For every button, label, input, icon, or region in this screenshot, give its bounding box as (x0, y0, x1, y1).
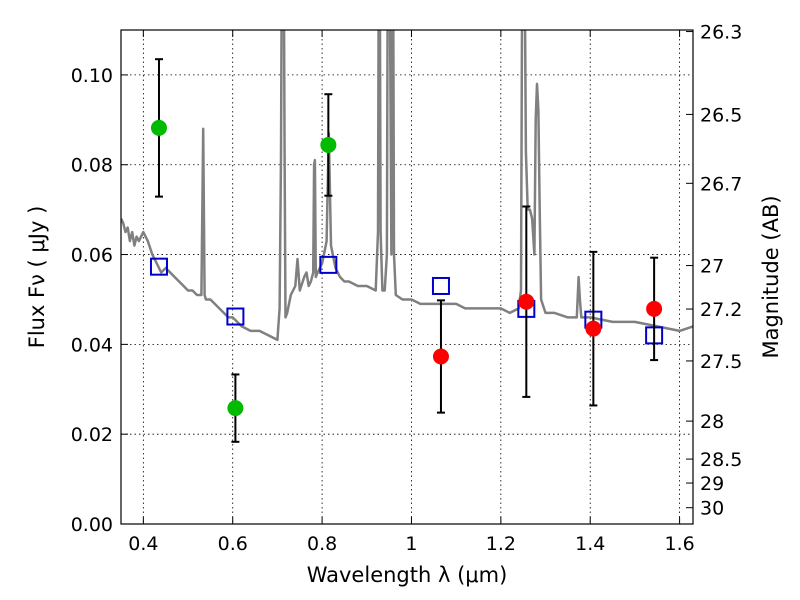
y2-tick-label: 26.3 (700, 22, 742, 44)
y-tick-label: 0.06 (71, 245, 113, 267)
y2-tick-label: 26.5 (700, 104, 742, 126)
x-tick-label: 1.6 (664, 533, 694, 555)
x-tick-label: 1.2 (486, 533, 516, 555)
model-spectrum-line (121, 30, 693, 342)
y2-tick-label: 27 (700, 256, 724, 278)
model-point-square (226, 307, 245, 326)
y-tick-label: 0.02 (71, 424, 113, 446)
y2-tick-label: 30 (700, 498, 724, 520)
y-tick-label: 0.04 (71, 334, 113, 356)
model-point-square (431, 276, 450, 295)
observed-nir-point (518, 293, 535, 310)
y2-tick-label: 27.2 (700, 299, 742, 321)
plot-area (121, 30, 693, 443)
observed-optical-point (320, 136, 337, 153)
observed-nir-point (432, 348, 449, 365)
y-tick-label: 0.10 (71, 65, 113, 87)
y-tick-label: 0.08 (71, 155, 113, 177)
x-tick-label: 0.8 (307, 533, 337, 555)
x-tick-label: 1 (405, 533, 417, 555)
y-axis-label: Flux Fν ( μJy ) (25, 206, 49, 349)
x-axis-label: Wavelength λ (μm) (307, 563, 508, 587)
axes-ticks: 0.4 0.6 0.8 1 1.2 1.4 1.6 0.00 0.02 0.04 0.06 0.08 0… (71, 22, 743, 555)
x-tick-label: 0.6 (218, 533, 248, 555)
model-point-square (319, 255, 338, 274)
observed-nir-point (646, 300, 663, 317)
y2-tick-label: 26.7 (700, 173, 742, 195)
y2-tick-label: 28 (700, 411, 724, 433)
y2-axis-label: Magnitude (AB) (759, 195, 783, 358)
x-tick-label: 1.4 (575, 533, 605, 555)
y2-tick-label: 28.5 (700, 449, 742, 471)
observed-nir-point (585, 320, 602, 337)
grid-lines (121, 30, 693, 525)
observed-optical-point (227, 400, 244, 417)
x-tick-label: 0.4 (128, 533, 158, 555)
plot-frame (120, 29, 694, 525)
observed-optical-point (150, 119, 167, 136)
y-tick-label: 0.00 (71, 514, 113, 536)
model-point-square (149, 257, 168, 276)
y2-tick-label: 27.5 (700, 351, 742, 373)
y2-tick-label: 29 (700, 473, 724, 495)
